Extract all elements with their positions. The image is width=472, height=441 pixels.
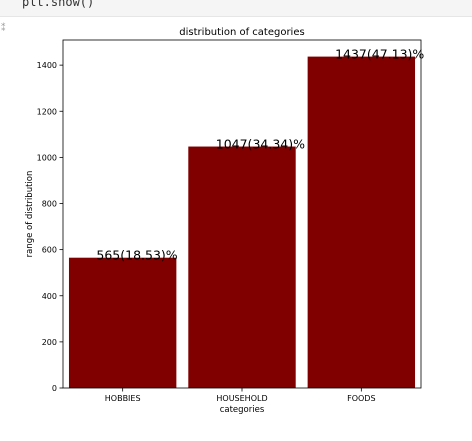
y-tick-label: 400 — [42, 292, 57, 301]
x-axis-title: categories — [220, 405, 265, 415]
code-cell: plt.show() — [0, 0, 472, 17]
x-tick-label: FOODS — [347, 394, 375, 403]
y-tick-label: 800 — [42, 200, 57, 209]
bar — [307, 56, 416, 388]
y-tick-label: 1400 — [37, 61, 57, 70]
y-axis-title: range of distribution — [25, 171, 35, 258]
bar — [188, 146, 296, 388]
chart-title: distribution of categories — [179, 27, 304, 38]
x-tick-label: HOBBIES — [105, 394, 141, 403]
plot-area: 565(18.53)% 1047(34.34)% 1437(47.13)% 0 200 4… — [37, 39, 424, 403]
x-tick-label: HOUSEHOLD — [216, 394, 267, 403]
y-tick-label: 0 — [52, 384, 57, 393]
output-cell-icon: ⁑ — [1, 24, 6, 34]
y-tick-label: 200 — [42, 338, 57, 347]
bar-data-label: 1047(34.34)% — [216, 137, 305, 152]
code-line: plt.show() — [22, 0, 95, 9]
bar — [68, 257, 177, 388]
bar-data-label: 1437(47.13)% — [335, 47, 424, 62]
y-tick-label: 1200 — [37, 107, 57, 116]
y-tick-label: 1000 — [37, 153, 57, 162]
bar-data-label: 565(18.53)% — [96, 248, 177, 263]
y-tick-label: 600 — [42, 246, 57, 255]
